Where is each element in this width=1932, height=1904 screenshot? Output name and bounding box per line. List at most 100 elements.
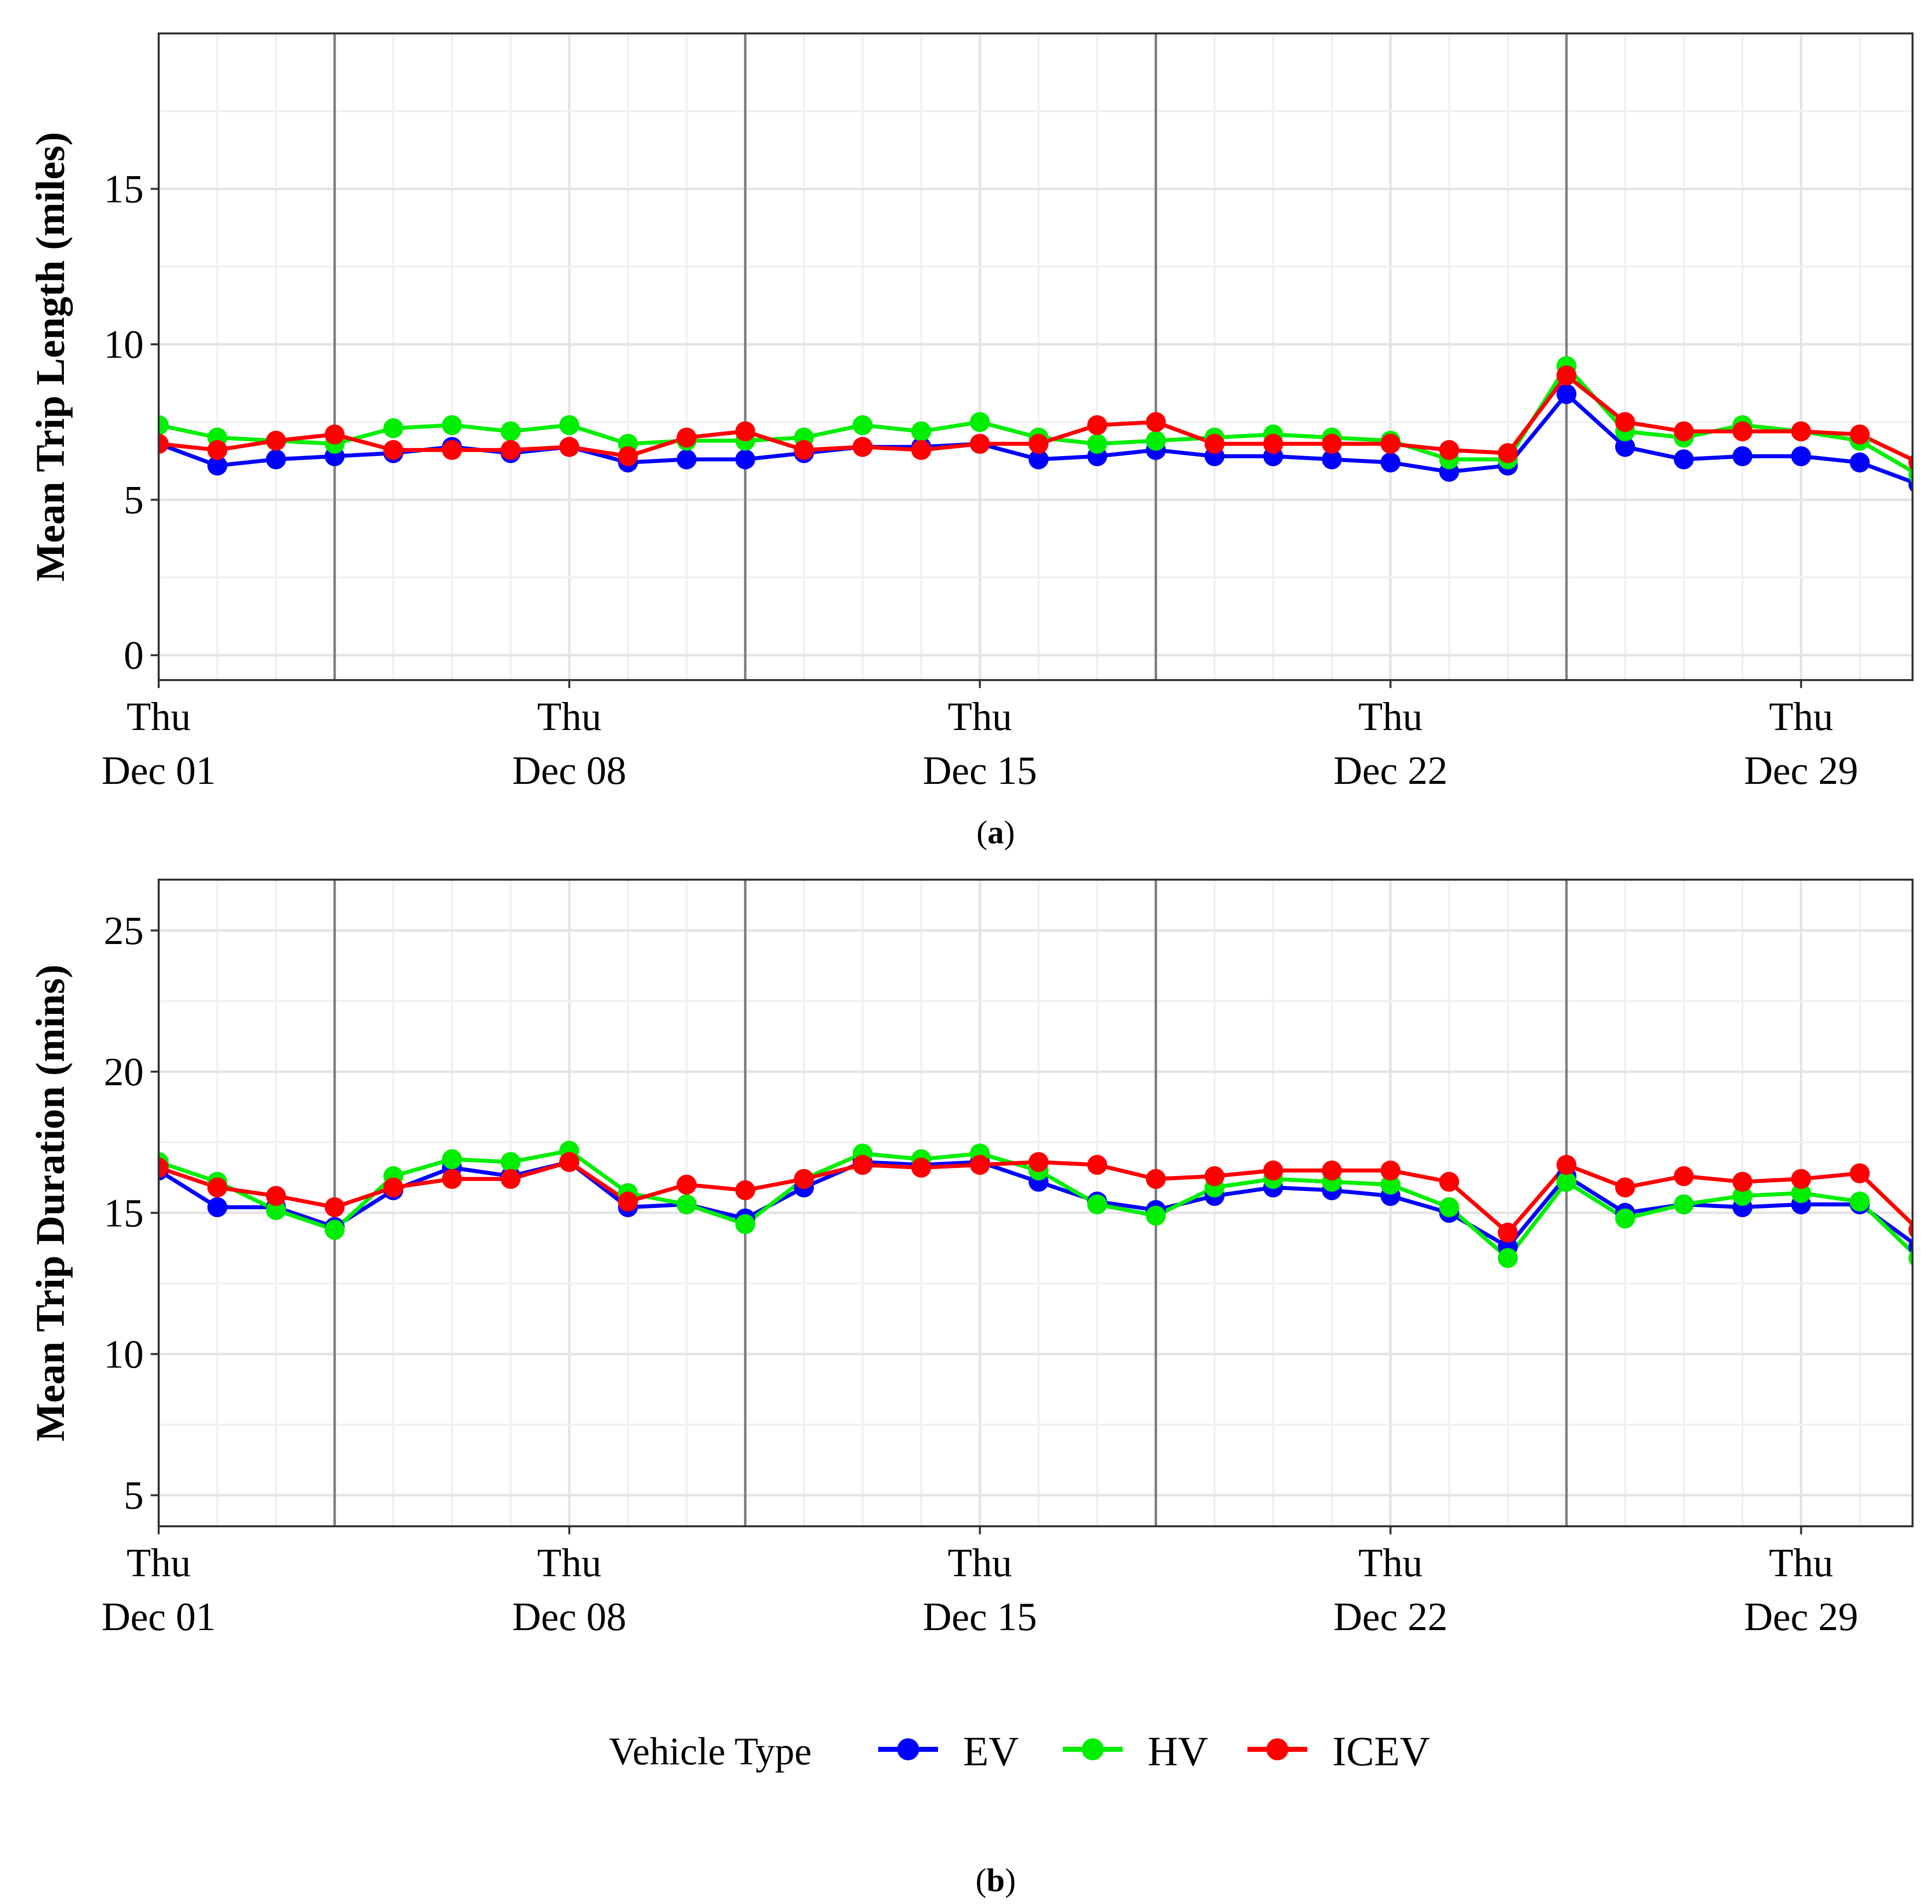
panel-a-point-hv	[559, 415, 579, 436]
panel-a-point-icev	[1732, 421, 1753, 442]
panel-b-point-hv	[1497, 1248, 1518, 1268]
legend-hv-dot	[1082, 1738, 1104, 1760]
panel-a-point-icev	[559, 437, 579, 457]
panel-a-point-icev	[618, 446, 638, 467]
panel-b-x-tick-weekday: Thu	[948, 1541, 1012, 1585]
panel-a-point-icev	[1497, 443, 1518, 464]
panel-b-point-icev	[266, 1186, 286, 1206]
panel-b-x-tick-date: Dec 15	[923, 1595, 1037, 1639]
panel-b-point-hv	[735, 1214, 755, 1234]
panel-b-point-hv	[1791, 1183, 1811, 1203]
panel-a-point-icev	[1791, 421, 1811, 442]
panel-b-x-tick-date: Dec 29	[1744, 1595, 1858, 1639]
panel-b-point-ev	[1908, 1238, 1913, 1255]
panel-b-point-icev	[559, 1152, 579, 1172]
panel-b-point-icev	[794, 1169, 814, 1189]
panel-b-x-tick-weekday: Thu	[1769, 1541, 1833, 1585]
panel-b-series-clip	[159, 1141, 1913, 1268]
panel-a-x-tick-date: Dec 15	[923, 749, 1037, 793]
panel-b-point-hv	[1087, 1194, 1107, 1214]
panel-a-point-ev	[1556, 384, 1577, 404]
panel-a-point-ev	[1615, 437, 1635, 457]
panel-a-x-tick-weekday: Thu	[1769, 695, 1833, 739]
panel-b-y-axis-title: Mean Trip Duration (mins)	[27, 964, 73, 1441]
panel-a-x-tick-date: Dec 01	[102, 749, 216, 793]
panel-b-x-tick-date: Dec 08	[512, 1595, 627, 1639]
panel-a-y-tick-label: 5	[124, 478, 144, 522]
legend: Vehicle Type EV HV ICEV	[609, 1728, 1430, 1775]
panel-a-point-icev	[1380, 434, 1401, 454]
panel-a-point-icev	[1850, 424, 1870, 445]
panel-a-plot-background	[159, 33, 1913, 680]
panel-a-point-icev	[1322, 434, 1342, 454]
panel-b-x-tick-date: Dec 01	[102, 1595, 216, 1639]
panel-a-point-icev	[1087, 415, 1107, 436]
panel-a-x-tick-weekday: Thu	[127, 695, 191, 739]
panel-a-point-icev	[1146, 412, 1166, 432]
panel-b-point-icev	[852, 1155, 873, 1175]
panel-b-point-icev	[500, 1169, 521, 1189]
panel-b-point-hv	[677, 1194, 697, 1214]
panel-b-point-hv	[1439, 1197, 1459, 1217]
panel-b-point-icev	[969, 1155, 990, 1175]
panel-a-point-hv	[1087, 434, 1107, 454]
panel-b-point-hv	[442, 1149, 462, 1170]
panel-a-y-tick-label: 15	[104, 168, 144, 212]
panel-a-point-icev	[207, 440, 228, 460]
panel-b-point-hv	[1615, 1208, 1635, 1229]
panel-a-point-ev	[677, 449, 697, 470]
panel-a-week-lines	[333, 33, 1568, 680]
panel-a-point-ev	[1028, 449, 1049, 470]
panel-b-point-icev	[324, 1197, 345, 1217]
panel-a-point-hv	[159, 415, 169, 436]
panel-b-point-icev	[735, 1180, 755, 1200]
legend-ev-dot	[897, 1738, 919, 1760]
panel-a-x-tick-weekday: Thu	[1358, 695, 1423, 739]
panel-b-point-hv	[1908, 1250, 1913, 1266]
panel-a-point-icev	[1439, 440, 1459, 460]
panel-b-point-icev	[1205, 1166, 1225, 1187]
panel-b-x-ticks: Thu Dec 01 Thu Dec 08 Thu Dec 15 Thu Dec 22 Thu D…	[102, 1526, 1858, 1639]
panel-a-point-icev	[500, 440, 521, 460]
panel-a-x-tick-date: Dec 29	[1744, 749, 1858, 793]
panel-b-plot-background	[159, 880, 1913, 1526]
panel-a-y-tick-label: 0	[124, 634, 144, 678]
panel-a-point-icev	[1615, 412, 1635, 432]
panel-a-point-icev	[735, 421, 755, 442]
panel-a-point-icev	[969, 434, 990, 454]
panel-a-series	[159, 356, 1913, 492]
panel-a-point-ev	[1732, 446, 1753, 467]
panel-b-x-tick-date: Dec 22	[1333, 1595, 1448, 1639]
panel-a-point-icev	[911, 440, 932, 460]
legend-ev-label: EV	[963, 1728, 1019, 1775]
panel-b-point-hv	[500, 1152, 521, 1172]
panel-b-point-icev	[1028, 1152, 1049, 1172]
panel-a-point-hv	[383, 418, 404, 439]
panel-b-point-icev	[1850, 1163, 1870, 1184]
panel-a-point-hv	[500, 421, 521, 442]
panel-a-point-icev	[1028, 434, 1049, 454]
panel-b-point-icev	[677, 1175, 697, 1195]
panel-b-y-tick-label: 5	[124, 1474, 144, 1518]
panel-b-point-hv	[1850, 1191, 1870, 1212]
panel-b-y-tick-label: 25	[104, 909, 144, 953]
panel-b-point-hv	[1556, 1172, 1577, 1192]
panel-a-point-icev	[266, 431, 286, 451]
panel-b-point-icev	[1263, 1160, 1283, 1181]
legend-title: Vehicle Type	[609, 1729, 812, 1773]
panel-a-point-icev	[852, 437, 873, 457]
panel-a-point-hv	[442, 415, 462, 436]
panel-a-x-tick-date: Dec 08	[512, 749, 627, 793]
panel-a-point-icev	[159, 434, 169, 454]
panel-b-y-tick-label: 10	[104, 1333, 144, 1377]
panel-b-point-icev	[1146, 1169, 1166, 1189]
panel-b-x-tick-weekday: Thu	[537, 1541, 601, 1585]
panel-b-point-icev	[1439, 1172, 1459, 1192]
legend-icev-label: ICEV	[1332, 1728, 1430, 1775]
panel-b-y-tick-label: 15	[104, 1191, 144, 1235]
panel-a-trip-length: 0 5 10 15 Thu Dec 01 Thu Dec 08 Thu Dec 15 Thu Dec…	[27, 32, 1914, 851]
panel-b-x-tick-weekday: Thu	[127, 1541, 191, 1585]
panel-a-point-icev	[442, 440, 462, 460]
panel-a-y-tick-label: 10	[104, 323, 144, 367]
